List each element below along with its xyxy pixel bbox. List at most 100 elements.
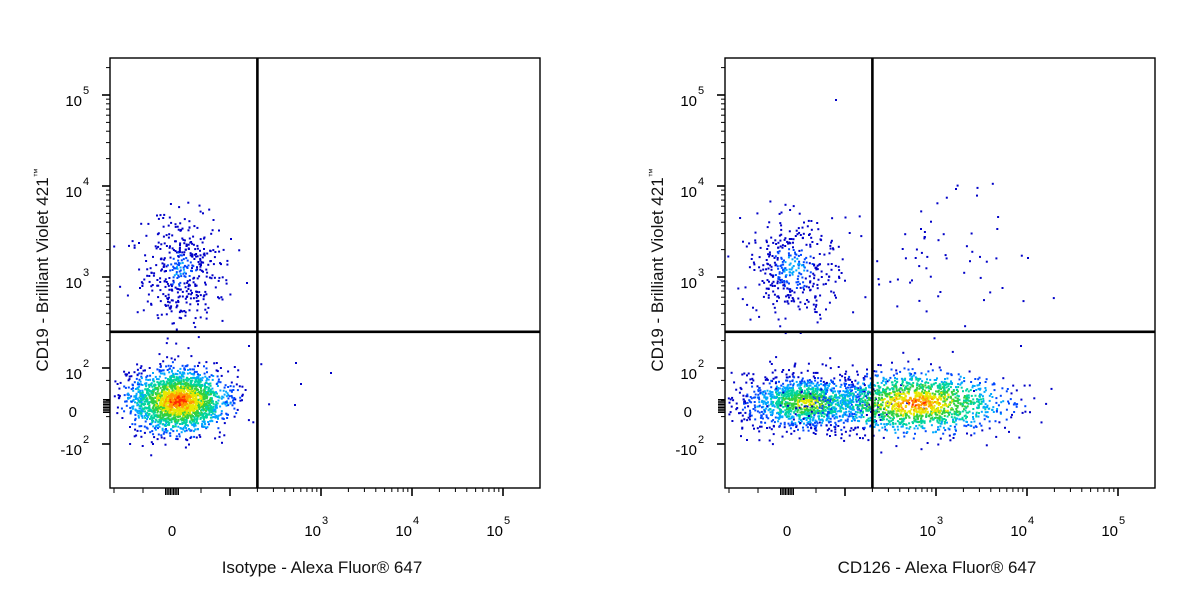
event-dot (839, 407, 842, 410)
event-dot (829, 410, 832, 413)
event-dot (787, 417, 790, 420)
event-dot (159, 402, 162, 405)
event-dot (140, 222, 143, 225)
event-dot (839, 406, 842, 409)
event-dot (189, 303, 192, 306)
event-dot (142, 397, 145, 400)
event-dot (812, 412, 815, 415)
event-dot (788, 369, 790, 372)
event-dot (200, 396, 203, 399)
event-dot (784, 401, 787, 403)
event-dot (153, 408, 156, 411)
event-dot (193, 420, 196, 422)
event-dot (943, 407, 946, 410)
event-dot (873, 410, 876, 413)
event-dot (814, 410, 817, 413)
event-dot (129, 410, 132, 413)
event-dot (765, 396, 768, 399)
event-dot (778, 396, 781, 399)
event-dot (160, 436, 163, 439)
event-dot (759, 389, 762, 392)
event-dot (212, 416, 215, 418)
event-dot (138, 396, 141, 399)
event-dot (157, 427, 159, 430)
event-dot (190, 413, 193, 416)
event-dot (140, 403, 143, 406)
event-dot (741, 414, 744, 417)
event-dot (888, 412, 891, 415)
event-dot (788, 402, 791, 405)
event-dot (937, 398, 939, 401)
event-dot (807, 409, 810, 412)
event-dot (137, 388, 140, 391)
event-dot (1012, 384, 1015, 387)
event-dot (895, 397, 898, 400)
event-dot (202, 397, 205, 400)
event-dot (194, 285, 197, 287)
event-dot (195, 397, 198, 400)
event-dot (918, 424, 921, 427)
event-dot (861, 388, 864, 391)
event-dot (150, 401, 153, 404)
event-dot (793, 403, 796, 406)
event-dot (226, 263, 229, 266)
y-tick-label: 10 (65, 366, 82, 383)
event-dot (230, 395, 233, 397)
event-dot (844, 395, 846, 398)
event-dot (149, 395, 152, 398)
event-dot (152, 433, 155, 436)
event-dot (750, 382, 753, 384)
event-dot (775, 402, 777, 405)
event-dot (860, 416, 863, 419)
event-dot (847, 377, 850, 380)
event-dot (861, 405, 864, 408)
event-dot (166, 337, 169, 340)
event-dot (144, 403, 146, 406)
event-dot (188, 399, 191, 402)
event-dot (162, 399, 165, 402)
event-dot (175, 262, 177, 265)
event-dot (146, 388, 149, 390)
event-dot (924, 373, 927, 376)
event-dot (148, 407, 151, 410)
event-dot (787, 412, 790, 415)
event-dot (165, 365, 168, 368)
event-dot (795, 390, 798, 393)
event-dot (168, 246, 171, 249)
event-dot (178, 251, 181, 254)
event-dot (811, 390, 814, 393)
event-dot (754, 393, 757, 396)
event-dot (203, 395, 206, 398)
event-dot (149, 423, 151, 426)
event-dot (856, 419, 859, 422)
event-dot (955, 408, 958, 410)
event-dot (859, 403, 862, 405)
event-dot (179, 399, 181, 402)
event-dot (886, 380, 889, 383)
event-dot (810, 380, 813, 383)
event-dot (158, 353, 161, 356)
event-dot (194, 418, 197, 421)
event-dot (1013, 411, 1016, 413)
event-dot (184, 423, 187, 426)
event-dot (864, 395, 867, 398)
event-dot (175, 342, 178, 345)
event-dot (783, 394, 786, 397)
event-dot (202, 409, 205, 412)
event-dot (197, 299, 200, 302)
event-dot (798, 393, 801, 396)
event-dot (181, 405, 184, 408)
event-dot (169, 393, 172, 396)
event-dot (986, 411, 989, 414)
event-dot (936, 420, 939, 423)
event-dot (163, 373, 166, 376)
event-dot (178, 410, 180, 413)
event-dot (175, 408, 178, 411)
event-dot (201, 423, 204, 425)
event-dot (809, 384, 812, 387)
event-dot (144, 393, 146, 396)
event-dot (930, 410, 933, 413)
event-dot (214, 410, 217, 413)
event-dot (909, 386, 912, 389)
event-dot (892, 415, 895, 418)
